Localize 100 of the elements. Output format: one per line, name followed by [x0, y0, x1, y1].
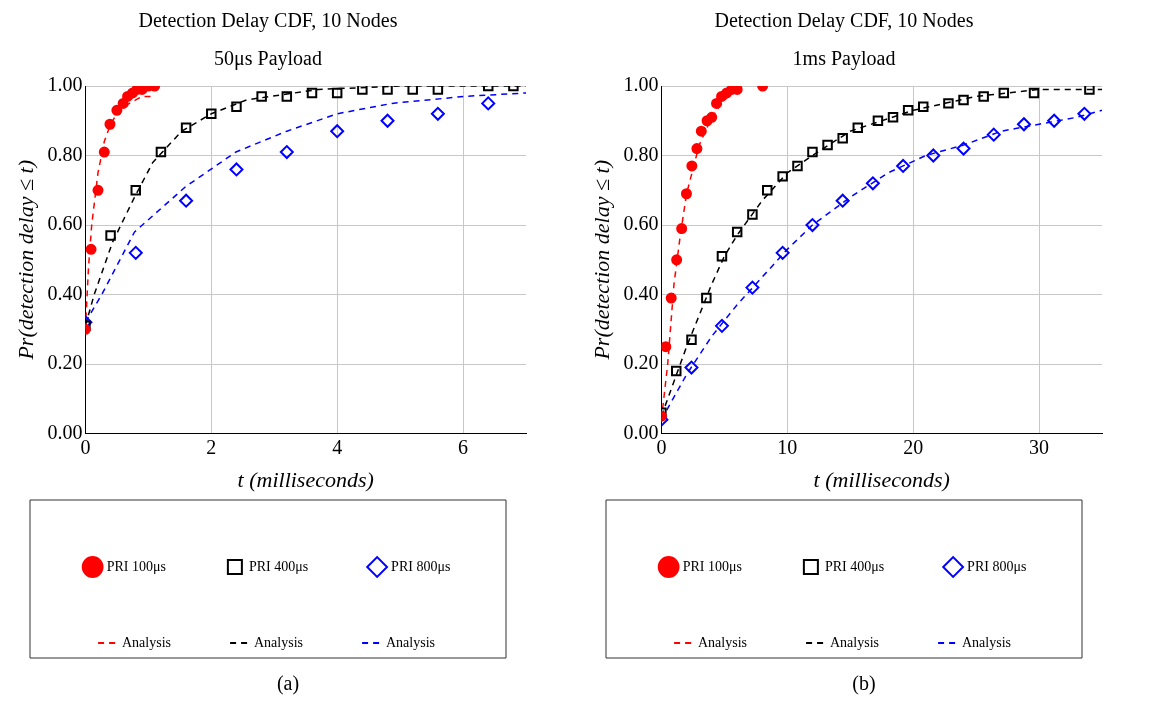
chart-subtitle: 50μs Payload: [214, 47, 322, 71]
chart-subtitle: 1ms Payload: [792, 47, 896, 71]
point: [98, 146, 110, 158]
legend-label: PRI 800μs: [967, 558, 1027, 574]
y-tick-label: 0.80: [47, 142, 83, 165]
point: [731, 226, 743, 238]
point: [958, 94, 969, 106]
legend-label: PRI 100μs: [682, 558, 742, 574]
point: [686, 160, 698, 172]
x-axis-title: t (milliseconds): [237, 466, 374, 492]
point: [128, 245, 143, 260]
y-tick-label: 0.20: [623, 351, 659, 374]
point: [762, 185, 773, 196]
point: [1077, 106, 1092, 121]
point: [714, 318, 729, 333]
point: [865, 176, 880, 191]
text: (b): [851, 672, 877, 695]
point: [716, 251, 728, 262]
legend-label: PRI 100μs: [106, 558, 166, 574]
point: [671, 365, 682, 377]
point: [887, 112, 899, 123]
point: [380, 113, 395, 128]
point: [680, 188, 692, 200]
legend-label: Analysis: [122, 634, 171, 650]
point: [671, 254, 683, 266]
point: [792, 160, 803, 172]
y-tick-label: 1.00: [47, 73, 83, 96]
point: [684, 360, 699, 375]
point: [179, 193, 194, 208]
legend-label: Analysis: [698, 634, 747, 650]
point: [872, 115, 884, 126]
legend-label: Analysis: [830, 634, 879, 650]
point: [180, 122, 192, 133]
point: [896, 158, 911, 173]
point: [926, 148, 941, 163]
point: [85, 243, 97, 255]
point: [807, 146, 818, 158]
legend-label: Analysis: [386, 634, 435, 650]
point: [695, 125, 707, 137]
point: [676, 223, 688, 235]
y-tick-label: 0.40: [623, 281, 659, 304]
text: (a): [275, 672, 301, 695]
point: [231, 101, 242, 113]
point: [837, 132, 848, 144]
point: [481, 96, 496, 111]
point: [902, 105, 914, 116]
point: [432, 86, 444, 95]
point: [155, 146, 167, 158]
point: [691, 143, 703, 155]
legend-label: PRI 400μs: [824, 558, 885, 574]
point: [745, 280, 760, 295]
point: [686, 334, 697, 345]
point: [1028, 87, 1040, 99]
point: [998, 87, 1010, 99]
y-tick-label: 1.00: [623, 73, 659, 96]
y-tick-label: 0.00: [623, 420, 659, 443]
point: [777, 171, 788, 182]
point: [306, 87, 318, 99]
point: [711, 97, 723, 109]
x-tick-label: 10: [777, 435, 798, 458]
y-tick-label: 0.60: [623, 212, 659, 235]
y-axis-title: Pr(detection delay ≤ t): [588, 159, 614, 361]
point: [747, 209, 758, 220]
legend-label: Analysis: [254, 634, 303, 650]
point: [256, 91, 267, 102]
point: [701, 292, 712, 304]
x-tick-label: 30: [1029, 435, 1050, 458]
legend-label: Analysis: [962, 634, 1011, 650]
x-tick-label: 2: [206, 435, 217, 458]
point: [706, 111, 718, 123]
point: [775, 245, 790, 260]
point: [229, 162, 244, 177]
x-tick-label: 6: [458, 435, 469, 458]
point: [822, 139, 833, 151]
point: [407, 86, 418, 95]
x-axis-title: t (milliseconds): [813, 466, 950, 492]
chart-title: Detection Delay CDF, 10 Nodes: [138, 9, 398, 33]
point: [1047, 113, 1062, 128]
y-axis-title: Pr(detection delay ≤ t): [12, 159, 38, 361]
point: [852, 122, 864, 133]
point: [1084, 86, 1095, 95]
point: [956, 141, 971, 156]
point: [835, 193, 850, 208]
point: [92, 184, 104, 196]
point: [665, 292, 677, 304]
point: [805, 218, 820, 233]
point: [130, 185, 141, 196]
y-tick-label: 0.80: [623, 142, 659, 165]
point: [281, 91, 293, 102]
x-tick-label: 20: [903, 435, 924, 458]
point: [279, 145, 294, 160]
x-tick-label: 4: [332, 435, 343, 458]
point: [430, 106, 445, 121]
point: [1016, 117, 1031, 132]
y-tick-label: 0.20: [47, 351, 83, 374]
chart-title: Detection Delay CDF, 10 Nodes: [714, 9, 974, 33]
point: [978, 91, 989, 102]
legend-label: PRI 400μs: [248, 558, 309, 574]
point: [104, 118, 116, 130]
y-tick-label: 0.40: [47, 281, 83, 304]
